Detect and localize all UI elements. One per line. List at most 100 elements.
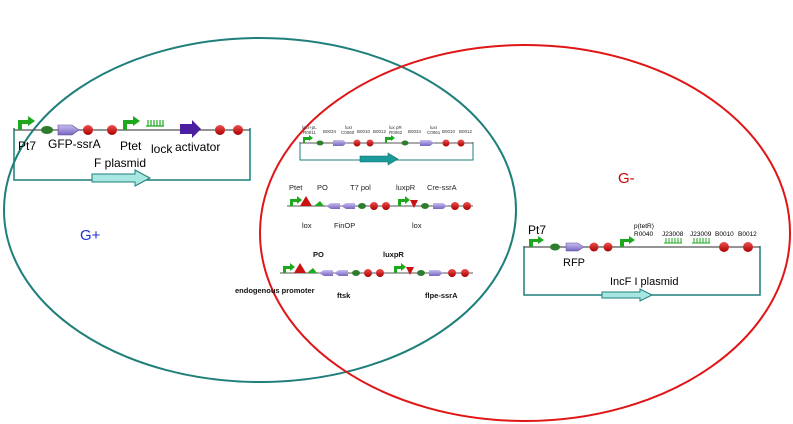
small-label: luxI xyxy=(345,125,352,130)
g-minus-label: G- xyxy=(618,170,635,187)
lock-icon xyxy=(146,120,164,127)
small-label: R0062 xyxy=(389,130,403,135)
terminator-icon xyxy=(457,139,465,147)
terminator-icon xyxy=(364,269,372,277)
terminator-icon xyxy=(448,269,456,277)
rbs-icon xyxy=(358,203,366,209)
rbs-icon xyxy=(316,140,324,146)
promoter-icon xyxy=(529,236,544,247)
flpe-ssra-label: flpe-ssrA xyxy=(425,291,458,300)
pt7-label: Pt7 xyxy=(528,223,546,237)
j23008-label: J23008 xyxy=(662,231,684,238)
incf-plasmid-construct: Pt7 p(tetR) R0040 J23008 J23009 B0010 B0… xyxy=(523,223,761,302)
lox-icon xyxy=(294,263,306,273)
j23009-label: J23009 xyxy=(690,231,712,238)
promoter-icon xyxy=(290,196,302,206)
terminator-icon xyxy=(451,202,459,210)
ftsk-label: ftsk xyxy=(337,291,351,300)
small-label: B0034 xyxy=(408,129,422,134)
activator-icon xyxy=(180,120,201,138)
b0012-label: B0012 xyxy=(738,231,757,238)
cds-icon xyxy=(319,270,333,276)
terminator-icon xyxy=(376,269,384,277)
rbs-icon xyxy=(421,203,429,209)
finop-label: FinOP xyxy=(334,221,355,230)
operator-icon xyxy=(692,238,710,244)
cds-icon xyxy=(565,242,585,252)
terminator-icon xyxy=(603,242,613,252)
g-plus-label: G+ xyxy=(80,227,101,244)
small-label: B0010 xyxy=(442,129,456,134)
promoter-icon xyxy=(385,135,395,143)
terminator-icon xyxy=(83,125,93,135)
gfp-ssra-label: GFP-ssrA xyxy=(48,137,101,151)
rbs-icon xyxy=(401,140,409,146)
lox-icon xyxy=(300,196,312,206)
plasmid-arrow-icon xyxy=(359,152,399,166)
plasmid-arrow-icon xyxy=(601,288,654,302)
small-label: B0012 xyxy=(373,129,387,134)
t7-pol-label: T7 pol xyxy=(350,183,371,192)
cds-icon xyxy=(326,203,340,209)
terminator-icon xyxy=(366,139,374,147)
terminator-icon xyxy=(353,139,361,147)
small-label: C0060 xyxy=(341,130,355,135)
promoter-icon xyxy=(394,263,406,273)
ptet-label: Ptet xyxy=(120,139,142,153)
center-top-construct: lacI+pL R0011 B0034 luxI C0060 B0010 B00… xyxy=(299,125,474,166)
promoter-icon xyxy=(620,236,635,247)
f-plasmid-backbone xyxy=(13,128,251,181)
terminator-icon xyxy=(463,202,471,210)
small-label: luxI xyxy=(430,125,437,130)
cds-icon xyxy=(341,203,355,209)
rfp-label: RFP xyxy=(563,257,585,269)
promoter-icon xyxy=(303,135,313,143)
rbs-icon xyxy=(352,270,360,276)
f-plasmid-title: F plasmid xyxy=(94,156,146,170)
rbs-icon xyxy=(550,243,560,251)
operator-icon xyxy=(664,238,682,244)
plasmid-arrow-icon xyxy=(91,169,152,187)
terminator-icon xyxy=(215,125,225,135)
promoter-icon xyxy=(18,116,35,130)
endogenous-promoter-label: endogenous promoter xyxy=(235,286,315,295)
cds-icon xyxy=(433,203,447,209)
small-label: R0011 xyxy=(303,130,316,135)
promoter-icon xyxy=(398,196,410,206)
ptetr-label: p(tetR) xyxy=(634,223,654,230)
r0040-label: R0040 xyxy=(634,231,654,238)
luxpr-label: luxpR xyxy=(396,183,416,192)
lox-icon xyxy=(410,200,418,208)
terminator-icon xyxy=(442,139,450,147)
small-label: B0034 xyxy=(323,129,337,134)
cds-icon xyxy=(57,124,80,136)
po-promoter-icon xyxy=(314,201,324,206)
rbs-icon xyxy=(41,126,53,134)
lox-icon xyxy=(406,267,414,275)
rbs-icon xyxy=(417,270,425,276)
small-label: B0010 xyxy=(357,129,371,134)
cre-ssra-label: Cre-ssrA xyxy=(427,183,457,192)
small-label: C0061 xyxy=(427,130,441,135)
terminator-icon xyxy=(233,125,243,135)
cds-icon xyxy=(333,140,347,146)
terminator-icon xyxy=(743,242,753,252)
incf-plasmid-title: IncF I plasmid xyxy=(610,276,678,288)
b0010-label: B0010 xyxy=(715,231,734,238)
f-plasmid-construct: Pt7 GFP-ssrA Ptet lock activator F plasm… xyxy=(13,116,251,187)
center-row2-construct: Ptet PO T7 pol luxpR Cre-ssrA lox FinOP … xyxy=(287,183,473,230)
small-label: B0012 xyxy=(459,129,473,134)
cds-icon xyxy=(334,270,348,276)
g-plus-ellipse xyxy=(3,37,517,383)
g-minus-ellipse xyxy=(259,44,791,422)
terminator-icon xyxy=(461,269,469,277)
terminator-icon xyxy=(107,125,117,135)
center-row3-construct: PO luxpR endogenous promoter ftsk flpe-s… xyxy=(235,250,473,300)
po-label: PO xyxy=(313,250,324,259)
terminator-icon xyxy=(719,242,729,252)
promoter-icon xyxy=(283,263,295,273)
terminator-icon xyxy=(370,202,378,210)
lox-label: lox xyxy=(302,221,312,230)
cds-icon xyxy=(429,270,443,276)
